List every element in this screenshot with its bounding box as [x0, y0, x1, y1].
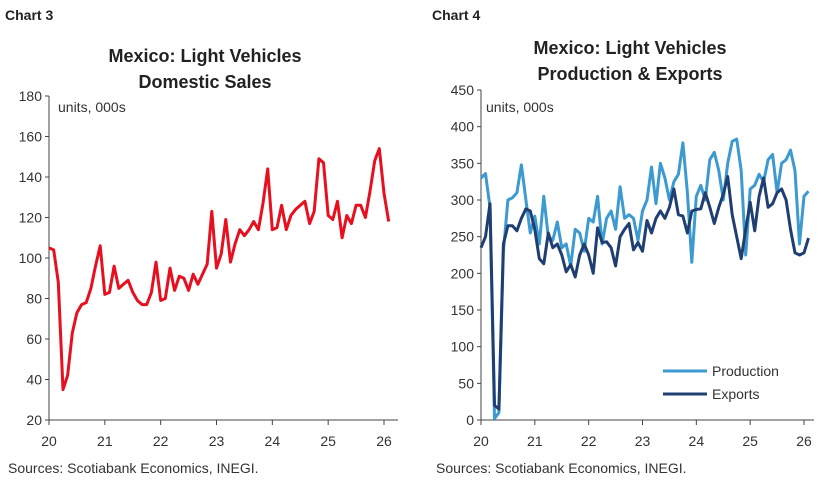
x-tick-label: 23 — [209, 433, 225, 449]
y-tick-label: 40 — [26, 372, 42, 388]
y-tick-label: 180 — [19, 88, 43, 104]
series-line-exports — [479, 175, 810, 411]
x-tick-label: 26 — [376, 433, 392, 449]
y-tick-label: 140 — [19, 169, 43, 185]
chart-title-line1: Mexico: Light Vehicles — [108, 46, 301, 66]
x-tick-label: 24 — [689, 433, 705, 449]
series-line-production — [479, 137, 810, 420]
y-tick-label: 250 — [451, 229, 475, 245]
y-tick-label: 50 — [458, 375, 474, 391]
x-tick-label: 21 — [527, 433, 543, 449]
series-line-sales — [48, 147, 391, 392]
y-tick-label: 20 — [26, 412, 42, 428]
source-note: Sources: Scotiabank Economics, INEGI. — [436, 460, 687, 476]
legend-label: Exports — [712, 386, 759, 402]
y-tick-label: 450 — [451, 82, 475, 98]
x-tick-label: 21 — [97, 433, 113, 449]
chart-title-line2: Domestic Sales — [138, 72, 271, 92]
y-tick-label: 120 — [19, 210, 43, 226]
x-tick-label: 26 — [796, 433, 812, 449]
y-tick-label: 0 — [466, 412, 474, 428]
unit-note: units, 000s — [58, 99, 126, 115]
y-tick-label: 100 — [19, 250, 43, 266]
x-tick-label: 25 — [320, 433, 336, 449]
y-tick-label: 80 — [26, 291, 42, 307]
y-tick-label: 100 — [451, 339, 475, 355]
chart-label: Chart 4 — [432, 7, 480, 23]
y-tick-label: 350 — [451, 155, 475, 171]
y-tick-label: 150 — [451, 302, 475, 318]
chart-4-production-exports: Chart 4 Mexico: Light Vehicles Productio… — [432, 7, 814, 476]
y-tick-label: 400 — [451, 119, 475, 135]
x-tick-label: 20 — [473, 433, 489, 449]
y-tick-label: 60 — [26, 331, 42, 347]
y-tick-label: 200 — [451, 265, 475, 281]
x-tick-label: 22 — [153, 433, 169, 449]
y-tick-label: 300 — [451, 192, 475, 208]
y-tick-label: 160 — [19, 129, 43, 145]
x-tick-label: 23 — [635, 433, 651, 449]
chart-3-domestic-sales: Chart 3 Mexico: Light Vehicles Domestic … — [5, 7, 398, 476]
legend-label: Production — [712, 363, 779, 379]
source-note: Sources: Scotiabank Economics, INEGI. — [8, 460, 259, 476]
x-tick-label: 22 — [581, 433, 597, 449]
chart-title-line2: Production & Exports — [537, 64, 722, 84]
chart-title-line1: Mexico: Light Vehicles — [533, 38, 726, 58]
x-tick-label: 20 — [41, 433, 57, 449]
x-tick-label: 25 — [742, 433, 758, 449]
x-tick-label: 24 — [265, 433, 281, 449]
chart-label: Chart 3 — [5, 7, 53, 23]
unit-note: units, 000s — [486, 99, 554, 115]
